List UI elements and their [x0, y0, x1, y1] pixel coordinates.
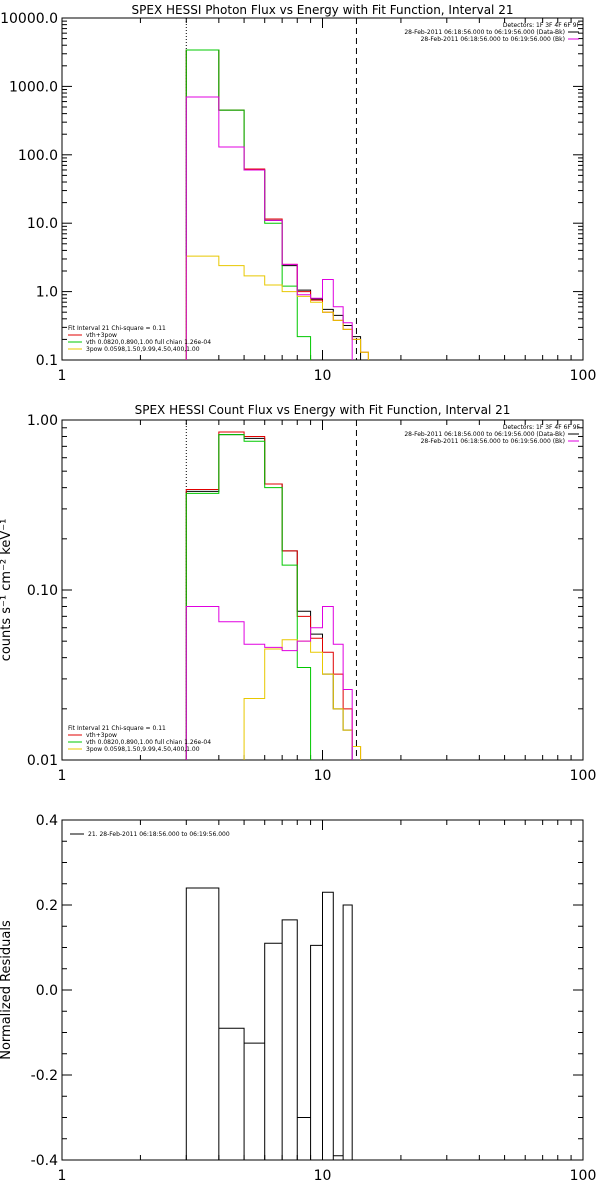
y-tick-label: 10.0	[27, 216, 58, 232]
x-tick-label: 10	[314, 768, 332, 784]
legend-entry: vth 0.0820,0.890,1.00 full chian 1.26e-0…	[86, 339, 211, 346]
legend-entry: vth+3pow	[86, 732, 117, 739]
x-tick-label: 10	[314, 368, 332, 384]
series-group	[185, 49, 369, 360]
x-tick-label: 1	[58, 768, 67, 784]
y-tick-label: 0.4	[36, 813, 58, 829]
legend-entry: 21. 28-Feb-2011 06:18:56.000 to 06:19:56…	[88, 831, 230, 838]
residuals-panel: 1 10 100 -0.4 -0.2 0.0 0.2 0.4 Normalized Residu…	[0, 813, 596, 1184]
x-tick-label: 100	[570, 368, 597, 384]
chart-title: SPEX HESSI Count Flux vs Energy with Fit…	[135, 403, 511, 417]
y-axis-label: Normalized Residuals	[0, 920, 14, 1060]
background-histogram	[185, 605, 353, 760]
y-tick-label: 0.1	[36, 353, 58, 369]
y-tick-label: 0.10	[27, 583, 58, 599]
powerlaw-histogram	[185, 255, 369, 360]
legend-entry: 3pow 0.0598,1.50,9.99,4.50,400,1.00	[86, 346, 200, 353]
background-histogram	[185, 96, 353, 360]
y-tick-label: 1.0	[36, 285, 58, 301]
x-tick-label: 1	[58, 368, 67, 384]
legend-entry: 3pow 0.0598,1.50,9.99,4.50,400,1.00	[86, 746, 200, 753]
legend-entry: vth+3pow	[86, 332, 117, 339]
y-tick-label: 100.0	[18, 148, 58, 164]
y-tick-label: 10000.0	[0, 11, 58, 27]
photon-flux-panel: SPEX HESSI Photon Flux vs Energy with Fi…	[0, 3, 596, 384]
total-histogram	[185, 431, 362, 760]
chart-title: SPEX HESSI Photon Flux vs Energy with Fi…	[132, 3, 514, 17]
y-tick-label: 1.00	[27, 413, 58, 429]
y-tick-label: 0.0	[36, 983, 58, 999]
thermal-histogram	[185, 434, 312, 760]
legend-entry: vth 0.0820,0.890,1.00 full chian 1.26e-0…	[86, 739, 211, 746]
residual-histogram	[185, 887, 353, 1160]
y-tick-label: 1000.0	[9, 79, 58, 95]
detector-info-line: 28-Feb-2011 06:18:56.000 to 06:19:56.000…	[404, 29, 565, 36]
detector-info-line: 28-Feb-2011 06:18:56.000 to 06:19:56.000…	[421, 438, 565, 445]
y-tick-label: 0.01	[27, 753, 58, 769]
y-axis-label: counts s⁻¹ cm⁻² keV⁻¹	[0, 519, 14, 662]
legend-title: Fit Interval 21 Chi-square = 0.11	[68, 325, 166, 332]
series-group	[185, 431, 362, 760]
plot-frame	[61, 419, 584, 761]
x-tick-label: 10	[314, 1168, 332, 1184]
powerlaw-histogram	[243, 639, 362, 760]
detector-info-line: 28-Feb-2011 06:18:56.000 to 06:19:56.000…	[421, 36, 565, 43]
y-tick-label: -0.2	[31, 1068, 58, 1084]
detector-info-line: 28-Feb-2011 06:18:56.000 to 06:19:56.000…	[404, 431, 565, 438]
detector-info-line: Detectors: 1F 3F 4F 6F 9F	[503, 22, 581, 29]
x-tick-label: 1	[58, 1168, 67, 1184]
y-tick-label: 0.2	[36, 898, 58, 914]
x-tick-label: 100	[570, 1168, 597, 1184]
detector-info-line: Detectors: 1F 3F 4F 6F 9F	[503, 424, 581, 431]
series-group	[185, 887, 353, 1160]
count-flux-panel: SPEX HESSI Count Flux vs Energy with Fit…	[0, 403, 596, 784]
x-tick-label: 100	[570, 768, 597, 784]
thermal-histogram	[185, 49, 312, 360]
y-tick-label: -0.4	[31, 1153, 58, 1169]
legend-title: Fit Interval 21 Chi-square = 0.11	[68, 725, 166, 732]
